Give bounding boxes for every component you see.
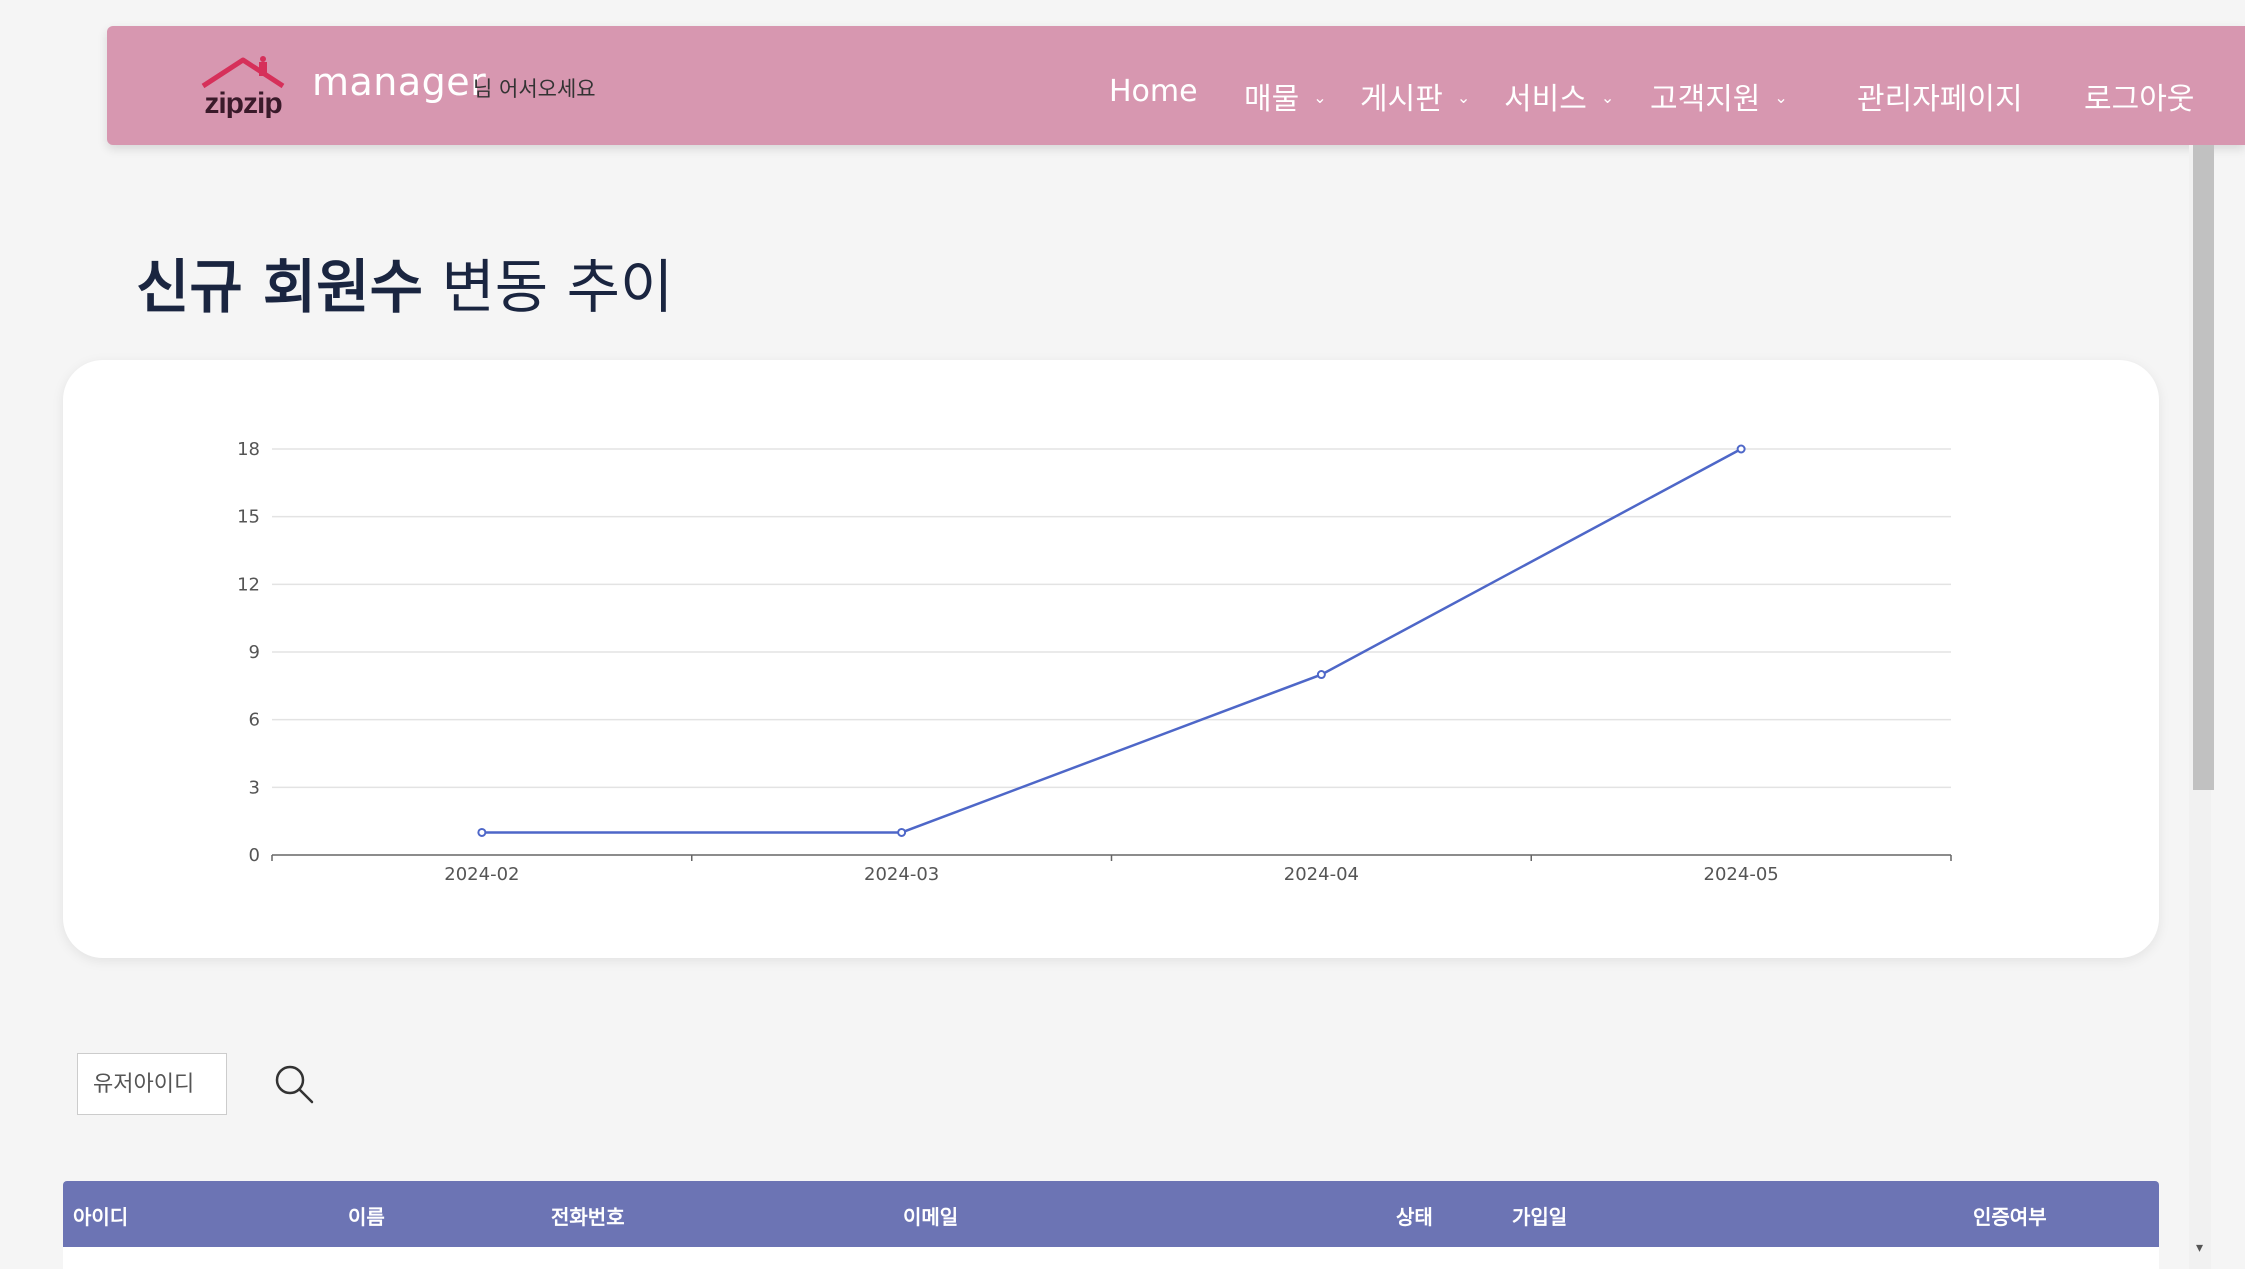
zipzip-logo[interactable]: zipzip xyxy=(193,56,293,118)
data-point xyxy=(1316,670,1326,680)
x-tick-label: 2024-03 xyxy=(864,864,939,885)
chart-card: 0 3 6 9 12 15 18 2024-02 2024-03 2024-04 2024-05 xyxy=(63,360,2159,958)
column-header-email[interactable]: 이메일 xyxy=(903,1205,959,1229)
column-header-id[interactable]: 아이디 xyxy=(73,1205,129,1229)
svg-text:zipzip: zipzip xyxy=(204,87,282,118)
page-title-light: 변동 추이 xyxy=(441,253,674,321)
nav-board[interactable]: 게시판 ⌄ xyxy=(1360,82,1471,117)
column-header-join-date[interactable]: 가입일 xyxy=(1512,1205,1568,1229)
column-header-verified[interactable]: 인증여부 xyxy=(1973,1205,2047,1229)
members-table-header: 아이디 이름 전화번호 이메일 상태 가입일 인증여부 xyxy=(63,1181,2159,1247)
y-tick-label: 6 xyxy=(249,710,260,731)
y-tick-label: 3 xyxy=(249,777,260,798)
data-point xyxy=(477,827,487,837)
nav-services[interactable]: 서비스 ⌄ xyxy=(1504,82,1615,117)
y-tick-label: 12 xyxy=(237,574,260,595)
x-tick-label: 2024-05 xyxy=(1704,864,1779,885)
nav-admin-page[interactable]: 관리자페이지 xyxy=(1857,82,2023,117)
nav-support[interactable]: 고객지원 ⌄ xyxy=(1650,82,1788,117)
chevron-down-icon: ⌄ xyxy=(1456,88,1471,107)
page-title: 신규 회원수 변동 추이 xyxy=(136,240,673,324)
x-tick-label: 2024-02 xyxy=(444,864,519,885)
y-tick-label: 18 xyxy=(237,439,260,460)
page-title-bold: 신규 회원수 xyxy=(136,253,423,321)
table-body xyxy=(63,1247,2159,1269)
user-id-search-input[interactable] xyxy=(77,1053,227,1115)
column-header-name[interactable]: 이름 xyxy=(348,1205,385,1229)
nav-properties[interactable]: 매물 ⌄ xyxy=(1244,82,1327,117)
chevron-down-icon: ⌄ xyxy=(1313,88,1327,107)
data-point xyxy=(897,827,907,837)
welcome-text: 님 어서오세요 xyxy=(473,77,596,101)
data-point xyxy=(1736,444,1746,454)
brand-name: manager xyxy=(312,60,487,104)
column-header-phone[interactable]: 전화번호 xyxy=(551,1205,625,1229)
new-members-line-chart: 0 3 6 9 12 15 18 2024-02 2024-03 2024-04 2024-05 xyxy=(237,439,1952,885)
x-tick-label: 2024-04 xyxy=(1284,864,1359,885)
y-tick-label: 9 xyxy=(249,642,260,663)
search-icon[interactable] xyxy=(272,1062,316,1106)
scroll-down-arrow-icon[interactable]: ▾ xyxy=(2196,1240,2204,1256)
y-tick-label: 0 xyxy=(249,845,260,866)
chevron-down-icon: ⌄ xyxy=(1774,88,1788,107)
series-line xyxy=(481,447,1742,834)
top-navbar: zipzip manager 님 어서오세요 Home 매물 ⌄ 게시판 ⌄ 서비스… xyxy=(107,26,2245,145)
y-tick-label: 15 xyxy=(237,507,260,528)
nav-logout[interactable]: 로그아웃 xyxy=(2084,82,2195,117)
scrollbar-thumb[interactable] xyxy=(2193,145,2214,790)
chevron-down-icon: ⌄ xyxy=(1600,88,1615,107)
column-header-status[interactable]: 상태 xyxy=(1396,1205,1433,1229)
nav-home[interactable]: Home xyxy=(1109,74,1198,109)
